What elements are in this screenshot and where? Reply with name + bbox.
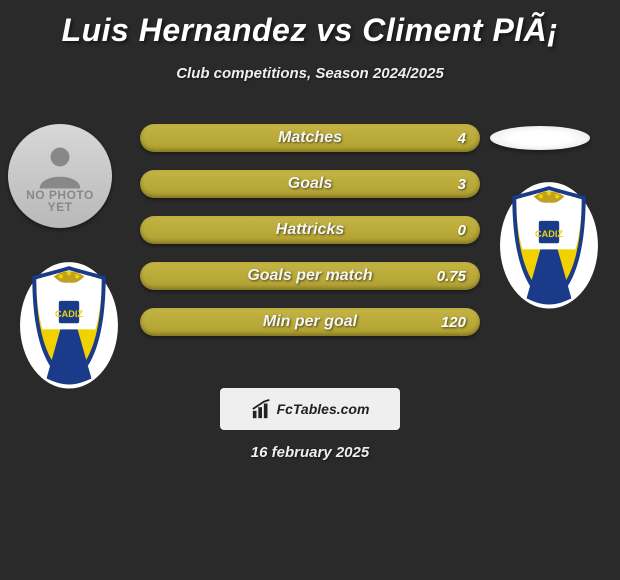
cadiz-shield-icon: CADIZ xyxy=(498,178,600,311)
stat-value: 120 xyxy=(441,314,466,331)
svg-text:CADIZ: CADIZ xyxy=(535,229,563,239)
comparison-title: Luis Hernandez vs Climent PlÃ¡ xyxy=(0,0,620,49)
club-logo-left: CADIZ xyxy=(18,258,120,388)
stat-label: Min per goal xyxy=(263,313,357,331)
no-photo-label: NO PHOTOYET xyxy=(26,189,94,213)
stat-bar: Matches 4 xyxy=(140,124,480,152)
stat-bar: Goals per match 0.75 xyxy=(140,262,480,290)
cadiz-shield-icon: CADIZ xyxy=(18,258,120,391)
stat-value: 3 xyxy=(458,176,466,193)
stat-bars-container: Matches 4 Goals 3 Hattricks 0 Goals per … xyxy=(140,124,480,354)
person-icon xyxy=(33,139,87,193)
stat-value: 0 xyxy=(458,222,466,239)
player-left-avatar: NO PHOTOYET xyxy=(8,124,112,228)
player-right-avatar xyxy=(490,126,590,150)
stat-bar: Hattricks 0 xyxy=(140,216,480,244)
comparison-subtitle: Club competitions, Season 2024/2025 xyxy=(0,65,620,82)
brand-text: FcTables.com xyxy=(277,401,370,417)
stat-label: Goals xyxy=(288,175,332,193)
stat-bar: Goals 3 xyxy=(140,170,480,198)
club-logo-right: CADIZ xyxy=(498,178,600,308)
stat-label: Hattricks xyxy=(276,221,344,239)
stat-label: Goals per match xyxy=(247,267,372,285)
stat-bar: Min per goal 120 xyxy=(140,308,480,336)
stat-value: 0.75 xyxy=(437,268,466,285)
svg-text:CADIZ: CADIZ xyxy=(55,309,83,319)
stat-value: 4 xyxy=(458,130,466,147)
bar-chart-icon xyxy=(251,398,273,420)
brand-watermark: FcTables.com xyxy=(220,388,400,430)
generated-date: 16 february 2025 xyxy=(251,444,369,461)
stat-label: Matches xyxy=(278,129,342,147)
